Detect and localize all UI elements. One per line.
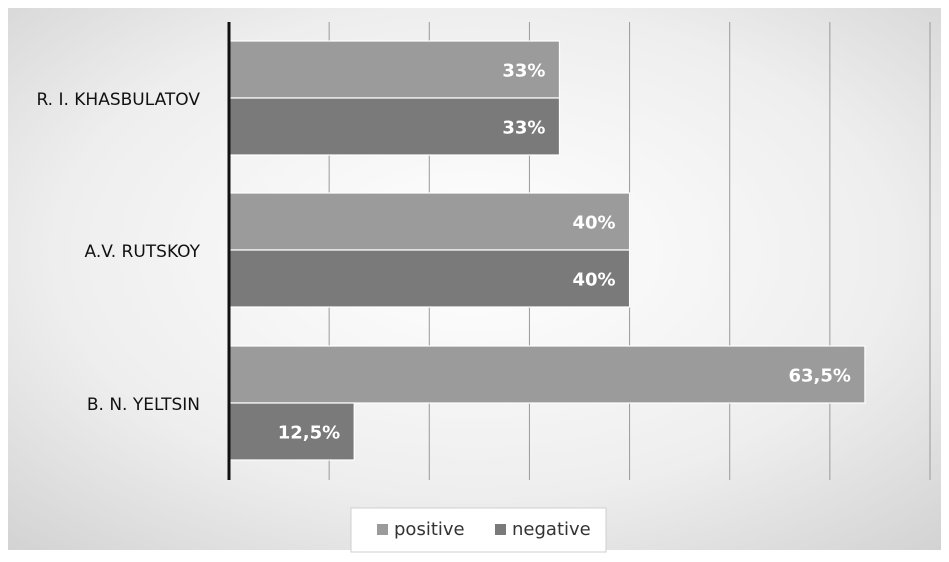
category-label: B. N. YELTSIN — [87, 395, 200, 415]
data-labels: 33% 33% 40% 40% 63,5% 12,5% — [278, 61, 851, 444]
data-label: 33% — [502, 61, 545, 82]
legend-label-positive: positive — [394, 519, 465, 540]
legend-box — [350, 507, 607, 553]
legend-label-negative: negative — [512, 519, 591, 540]
legend-swatch-negative — [495, 524, 506, 535]
category-label: R. I. KHASBULATOV — [36, 90, 200, 110]
data-label: 40% — [572, 270, 615, 291]
bar-negative — [228, 249, 631, 308]
bars — [228, 40, 866, 461]
category-labels: R. I. KHASBULATOV A.V. RUTSKOY B. N. YELTS… — [36, 90, 200, 415]
bar-negative — [228, 97, 561, 156]
bar-positive — [228, 345, 866, 404]
bar-positive — [228, 192, 631, 251]
legend: positive negative — [350, 507, 607, 553]
data-label: 33% — [502, 118, 545, 139]
legend-swatch-positive — [377, 524, 388, 535]
data-label: 40% — [572, 213, 615, 234]
bar-positive — [228, 40, 561, 99]
data-label: 63,5% — [788, 366, 850, 387]
category-label: A.V. RUTSKOY — [85, 242, 201, 262]
data-label: 12,5% — [278, 423, 340, 444]
